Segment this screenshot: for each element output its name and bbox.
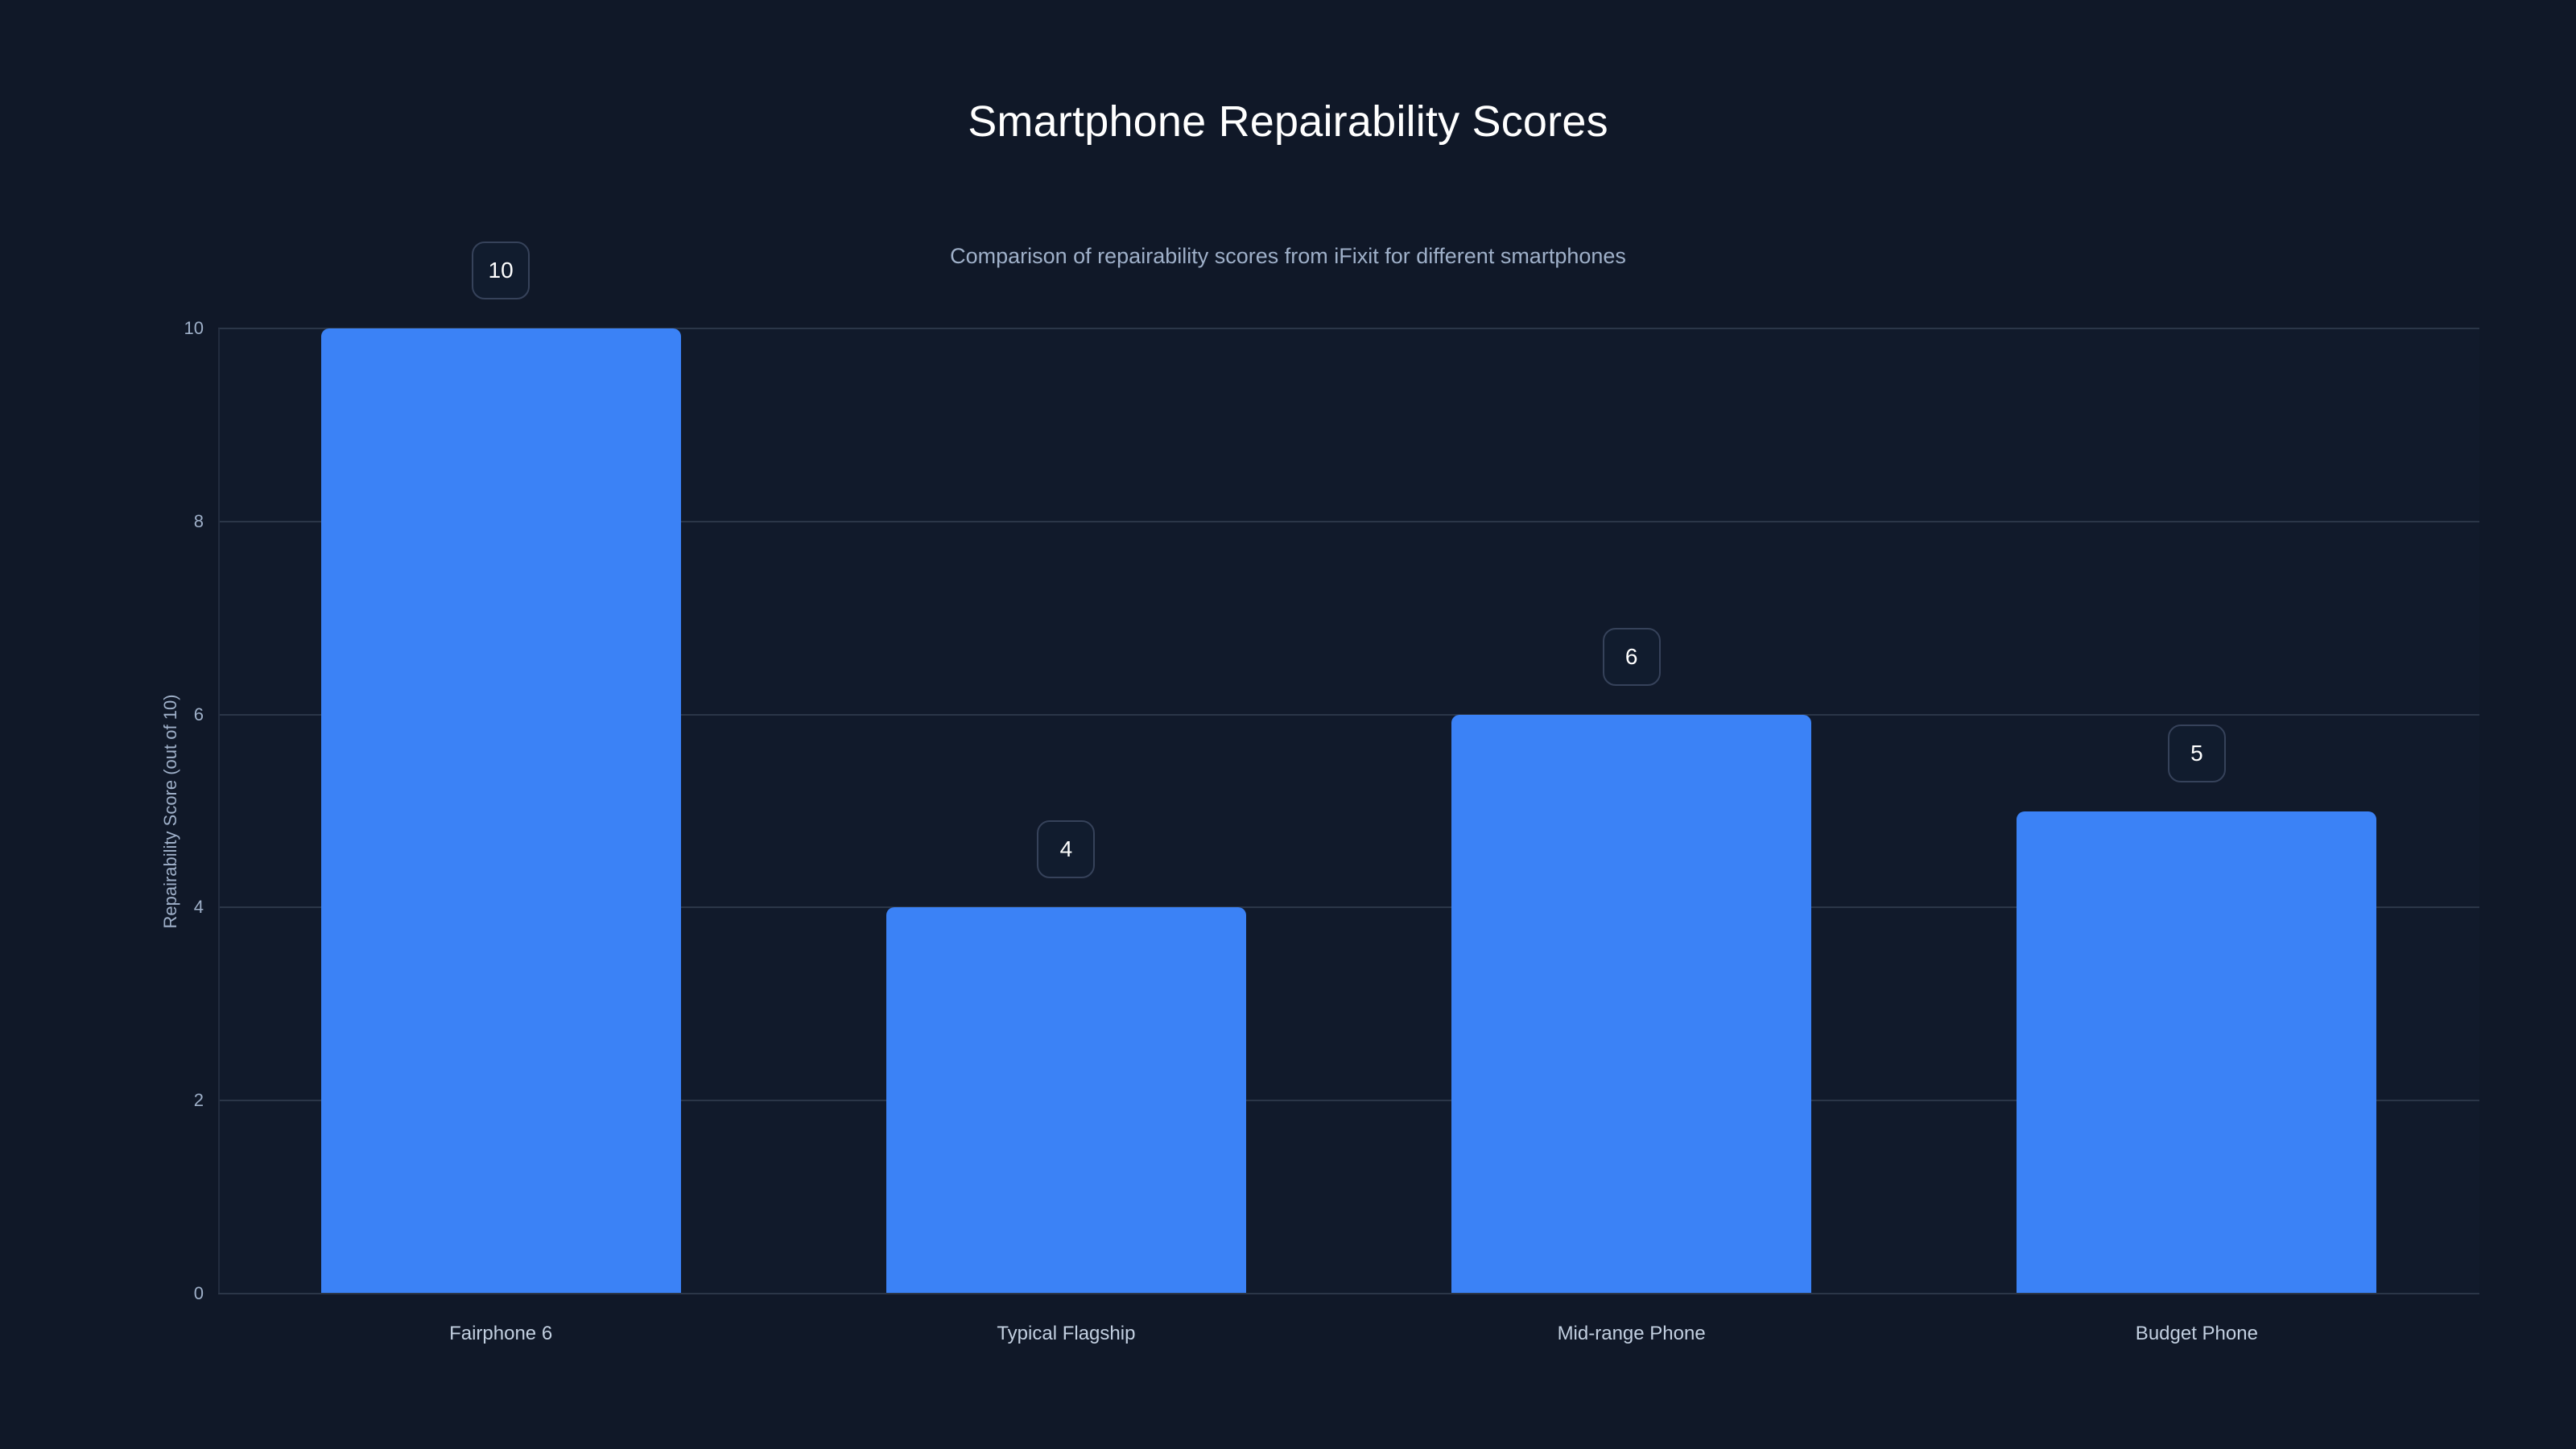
x-axis-tick-label: Mid-range Phone (1557, 1323, 1706, 1344)
y-axis-tick-label: 4 (193, 897, 204, 918)
y-axis-tick-label: 2 (193, 1090, 204, 1111)
bar[interactable] (1451, 714, 1812, 1294)
bar[interactable] (886, 907, 1246, 1294)
bar[interactable] (2017, 811, 2377, 1294)
gridline (218, 713, 2479, 716)
plot-area (218, 328, 2479, 1294)
gridline (218, 1100, 2479, 1102)
x-axis-tick-label: Fairphone 6 (449, 1323, 553, 1344)
bar-value-badge: 6 (1602, 627, 1661, 686)
chart-title: Smartphone Repairability Scores (968, 97, 1608, 146)
bar-value-badge: 4 (1037, 820, 1096, 879)
bar[interactable] (320, 328, 681, 1294)
x-axis-line (218, 1293, 2479, 1294)
gridline (218, 520, 2479, 522)
y-axis-title-container: Repairability Score (out of 10) (121, 328, 180, 1294)
gridline (218, 328, 2479, 329)
gridline (218, 906, 2479, 909)
y-axis-tick-label: 6 (193, 704, 204, 724)
chart-subtitle: Comparison of repairability scores from … (950, 244, 1626, 268)
x-axis-tick-label: Budget Phone (2135, 1323, 2258, 1344)
y-axis-line (218, 328, 220, 1294)
x-axis-tick-label: Typical Flagship (997, 1323, 1136, 1344)
y-axis-tick-label: 0 (193, 1283, 204, 1303)
bar-value-badge: 5 (2167, 724, 2226, 782)
y-axis-tick-label: 10 (184, 318, 204, 338)
y-axis-title: Repairability Score (out of 10) (160, 693, 180, 929)
bar-value-badge: 10 (472, 242, 530, 299)
y-axis-tick-label: 8 (193, 510, 204, 531)
